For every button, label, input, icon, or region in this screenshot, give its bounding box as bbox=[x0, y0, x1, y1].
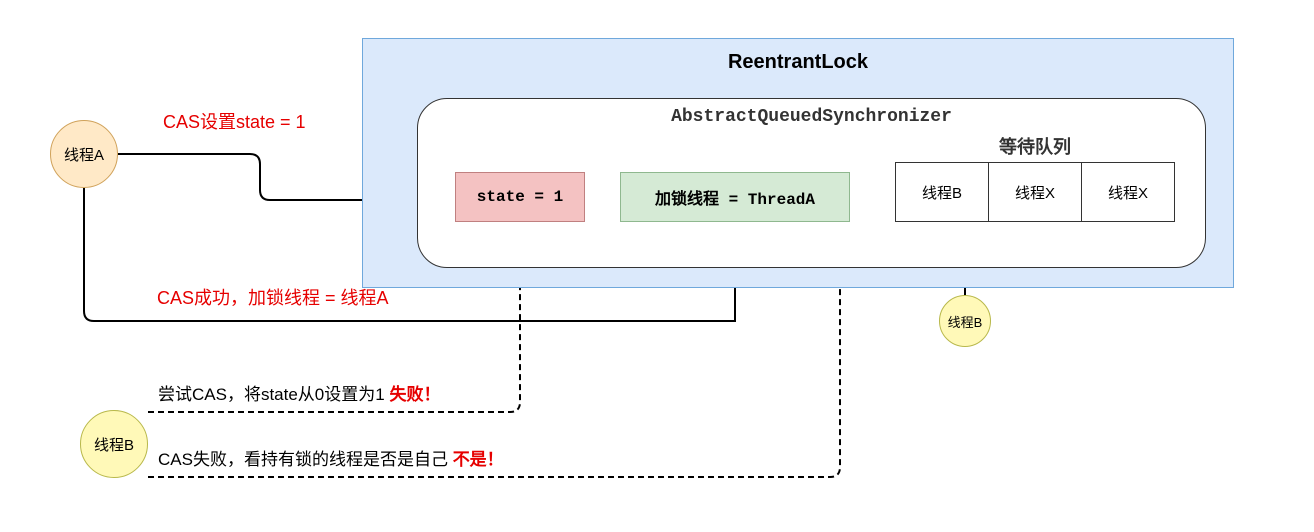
thread-b-bottom-node: 线程B bbox=[80, 410, 148, 478]
label-check-owner: CAS失败，看持有锁的线程是否是自己 不是！ bbox=[158, 445, 504, 470]
queue-cell: 线程B bbox=[895, 162, 989, 222]
thread-b-right-node: 线程B bbox=[939, 295, 991, 347]
label-cas-ok: CAS成功，加锁线程 = 线程A bbox=[157, 284, 389, 310]
label-check-owner-prefix: CAS失败，看持有锁的线程是否是自己 bbox=[158, 450, 453, 469]
label-try-cas: 尝试CAS，将state从0设置为1 失败！ bbox=[158, 380, 440, 405]
queue-cell: 线程X bbox=[1082, 162, 1175, 222]
wait-queue: 线程B 线程X 线程X bbox=[895, 162, 1175, 222]
thread-a-node: 线程A bbox=[50, 120, 118, 188]
wait-queue-title: 等待队列 bbox=[895, 133, 1175, 159]
label-try-cas-fail: 失败！ bbox=[389, 385, 440, 404]
lock-owner-box: 加锁线程 = ThreadA bbox=[620, 172, 850, 222]
reentrantlock-title: ReentrantLock bbox=[363, 51, 1233, 74]
aqs-title: AbstractQueuedSynchronizer bbox=[418, 107, 1205, 127]
queue-cell: 线程X bbox=[989, 162, 1082, 222]
label-try-cas-prefix: 尝试CAS，将state从0设置为1 bbox=[158, 385, 389, 404]
label-cas-set: CAS设置state = 1 bbox=[163, 108, 306, 134]
state-box: state = 1 bbox=[455, 172, 585, 222]
label-check-owner-no: 不是！ bbox=[453, 450, 504, 469]
